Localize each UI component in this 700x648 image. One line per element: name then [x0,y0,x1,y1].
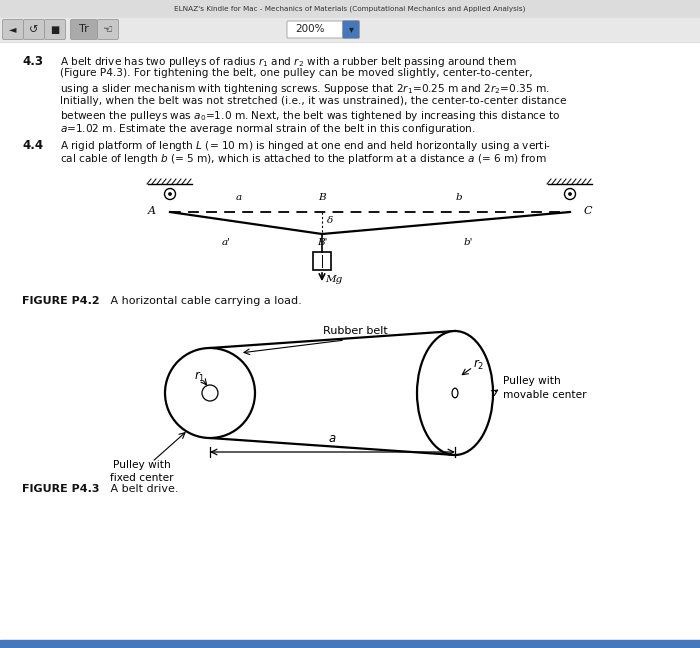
Text: ELNAZ's Kindle for Mac - Mechanics of Materials (Computational Mechanics and App: ELNAZ's Kindle for Mac - Mechanics of Ma… [174,6,526,12]
FancyBboxPatch shape [287,21,345,38]
Text: b': b' [463,238,473,247]
FancyBboxPatch shape [3,19,24,40]
FancyBboxPatch shape [24,19,45,40]
Text: 4.4: 4.4 [22,139,43,152]
Bar [0,18,700,42]
Text: B': B' [316,238,328,247]
Text: Rubber belt: Rubber belt [323,326,387,336]
Text: Initially, when the belt was not stretched (i.e., it was unstrained), the center: Initially, when the belt was not stretch… [60,95,566,106]
Text: between the pulleys was $a_0$=1.0 m. Next, the belt was tightened by increasing : between the pulleys was $a_0$=1.0 m. Nex… [60,109,560,123]
Circle shape [202,385,218,401]
Text: C: C [584,206,592,216]
FancyBboxPatch shape [97,19,118,40]
Text: ■: ■ [50,25,60,34]
Text: a: a [235,193,241,202]
Text: 200%: 200% [295,25,325,34]
Circle shape [169,192,172,196]
FancyBboxPatch shape [342,21,360,38]
Text: $a$=1.02 m. Estimate the average normal strain of the belt in this configuration: $a$=1.02 m. Estimate the average normal … [60,122,476,137]
Text: ☜: ☜ [103,25,113,34]
Text: A belt drive has two pulleys of radius $r_1$ and $r_2$ with a rubber belt passin: A belt drive has two pulleys of radius $… [60,55,517,69]
Text: $r_1$: $r_1$ [195,370,206,384]
Text: A horizontal cable carrying a load.: A horizontal cable carrying a load. [100,296,302,306]
FancyBboxPatch shape [45,19,66,40]
Text: A belt drive.: A belt drive. [100,484,178,494]
Circle shape [564,189,575,200]
Text: B: B [318,193,326,202]
Text: $r_2$: $r_2$ [473,358,484,372]
Bar [0,640,700,648]
Bar [0,0,700,18]
Text: A: A [148,206,156,216]
Text: ◄: ◄ [9,25,17,34]
FancyBboxPatch shape [71,19,97,40]
Bar [313,252,331,270]
Text: Pulley with
fixed center: Pulley with fixed center [111,460,174,483]
Text: FIGURE P4.3: FIGURE P4.3 [22,484,99,494]
Text: Tr: Tr [79,25,89,34]
Text: ↺: ↺ [29,25,38,34]
Text: (Figure P4.3). For tightening the belt, one pulley can be moved slightly, center: (Figure P4.3). For tightening the belt, … [60,69,533,78]
Circle shape [568,192,571,196]
Circle shape [164,189,176,200]
Text: Pulley with
movable center: Pulley with movable center [503,376,587,400]
Text: cal cable of length $b$ (= 5 m), which is attached to the platform at a distance: cal cable of length $b$ (= 5 m), which i… [60,152,547,167]
Ellipse shape [417,331,493,455]
Text: $a$: $a$ [328,432,337,445]
Text: b: b [455,193,462,202]
Text: 4.3: 4.3 [22,55,43,68]
Text: ▾: ▾ [349,25,354,34]
Text: Mg: Mg [325,275,342,284]
Text: A rigid platform of length $L$ (= 10 m) is hinged at one end and held horizontal: A rigid platform of length $L$ (= 10 m) … [60,139,551,153]
Text: FIGURE P4.2: FIGURE P4.2 [22,296,99,306]
Text: a': a' [222,238,231,247]
Ellipse shape [452,388,458,398]
Circle shape [165,348,255,438]
Text: using a slider mechanism with tightening screws. Suppose that $2r_1$=0.25 m and : using a slider mechanism with tightening… [60,82,550,96]
Text: δ: δ [327,216,333,225]
Polygon shape [210,331,493,455]
